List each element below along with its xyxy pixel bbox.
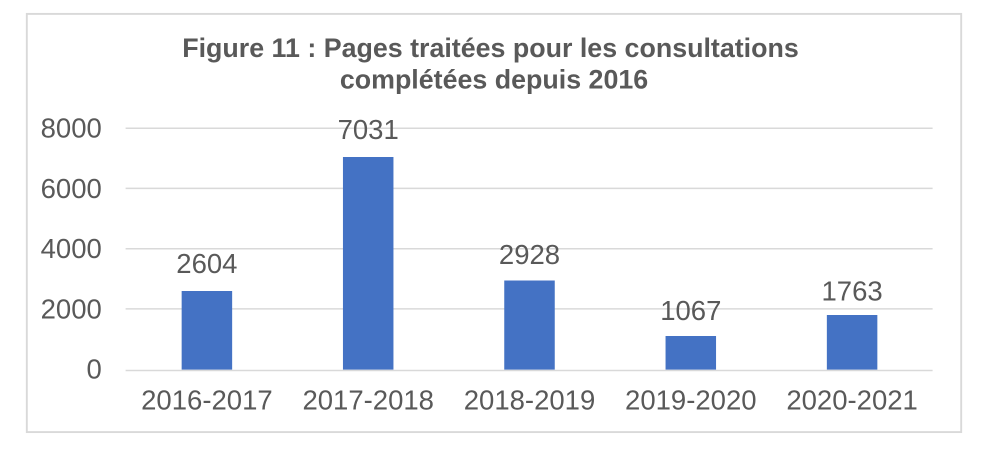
svg-text:complétées depuis 2016: complétées depuis 2016: [340, 65, 648, 95]
svg-text:2000: 2000: [41, 293, 102, 324]
svg-text:1763: 1763: [822, 275, 883, 306]
svg-text:2928: 2928: [499, 239, 560, 270]
svg-text:7031: 7031: [338, 114, 399, 145]
svg-text:2020-2021: 2020-2021: [786, 385, 918, 416]
svg-text:6000: 6000: [41, 173, 102, 204]
svg-text:2604: 2604: [176, 248, 237, 279]
svg-text:2016-2017: 2016-2017: [141, 385, 273, 416]
svg-text:2019-2020: 2019-2020: [625, 385, 757, 416]
svg-text:2017-2018: 2017-2018: [302, 385, 434, 416]
svg-text:4000: 4000: [41, 233, 102, 264]
svg-text:Figure 11 : Pages traitées pou: Figure 11 : Pages traitées pour les cons…: [182, 33, 799, 63]
svg-text:0: 0: [87, 354, 102, 385]
svg-text:8000: 8000: [41, 113, 102, 144]
svg-text:1067: 1067: [660, 295, 721, 326]
svg-text:2018-2019: 2018-2019: [464, 385, 596, 416]
